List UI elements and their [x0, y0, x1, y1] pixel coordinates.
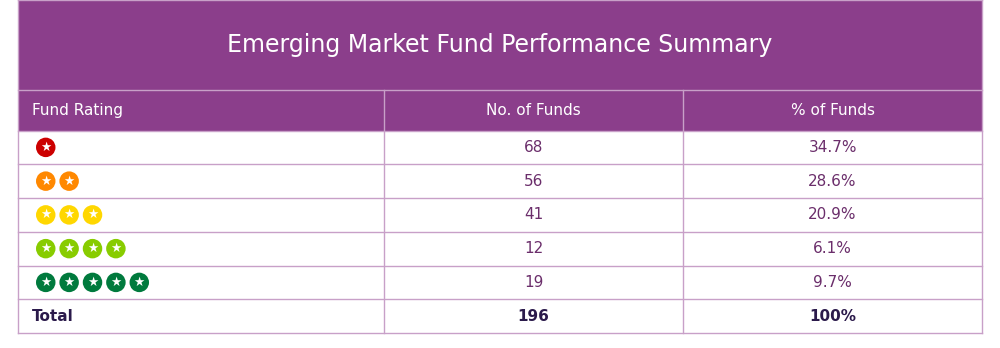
Text: ★: ★	[40, 208, 51, 221]
Text: % of Funds: % of Funds	[791, 103, 875, 118]
Ellipse shape	[59, 171, 79, 191]
Text: 19: 19	[524, 275, 543, 290]
Text: ★: ★	[110, 276, 122, 289]
FancyBboxPatch shape	[18, 266, 982, 299]
Text: 196: 196	[518, 309, 550, 324]
Text: ★: ★	[64, 242, 75, 255]
Text: ★: ★	[87, 208, 98, 221]
Text: Emerging Market Fund Performance Summary: Emerging Market Fund Performance Summary	[227, 33, 773, 57]
Text: ★: ★	[87, 242, 98, 255]
Ellipse shape	[83, 273, 102, 292]
Text: 9.7%: 9.7%	[813, 275, 852, 290]
FancyBboxPatch shape	[18, 0, 982, 90]
Text: 100%: 100%	[809, 309, 856, 324]
Text: ★: ★	[64, 175, 75, 188]
FancyBboxPatch shape	[18, 164, 982, 198]
Ellipse shape	[106, 273, 126, 292]
Text: ★: ★	[64, 208, 75, 221]
Ellipse shape	[36, 137, 55, 157]
Text: Total: Total	[32, 309, 74, 324]
Ellipse shape	[36, 205, 55, 225]
FancyBboxPatch shape	[18, 198, 982, 232]
FancyBboxPatch shape	[18, 130, 982, 164]
Text: 56: 56	[524, 174, 543, 189]
Text: ★: ★	[40, 276, 51, 289]
Text: Fund Rating: Fund Rating	[32, 103, 123, 118]
Text: 34.7%: 34.7%	[808, 140, 857, 155]
Text: 68: 68	[524, 140, 543, 155]
Text: ★: ★	[87, 276, 98, 289]
Ellipse shape	[36, 239, 55, 258]
Text: ★: ★	[110, 242, 122, 255]
Ellipse shape	[59, 273, 79, 292]
Text: 12: 12	[524, 241, 543, 256]
Text: 28.6%: 28.6%	[808, 174, 857, 189]
Ellipse shape	[130, 273, 149, 292]
Text: ★: ★	[64, 276, 75, 289]
Text: 20.9%: 20.9%	[808, 207, 857, 222]
Ellipse shape	[83, 205, 102, 225]
Text: ★: ★	[40, 242, 51, 255]
Ellipse shape	[36, 171, 55, 191]
Ellipse shape	[59, 239, 79, 258]
Text: ★: ★	[40, 141, 51, 154]
Ellipse shape	[59, 205, 79, 225]
Text: ★: ★	[134, 276, 145, 289]
Text: ★: ★	[40, 175, 51, 188]
Ellipse shape	[36, 273, 55, 292]
Text: No. of Funds: No. of Funds	[486, 103, 581, 118]
Text: 41: 41	[524, 207, 543, 222]
FancyBboxPatch shape	[18, 299, 982, 333]
FancyBboxPatch shape	[18, 232, 982, 266]
FancyBboxPatch shape	[18, 90, 982, 130]
Ellipse shape	[83, 239, 102, 258]
Text: 6.1%: 6.1%	[813, 241, 852, 256]
Ellipse shape	[106, 239, 126, 258]
